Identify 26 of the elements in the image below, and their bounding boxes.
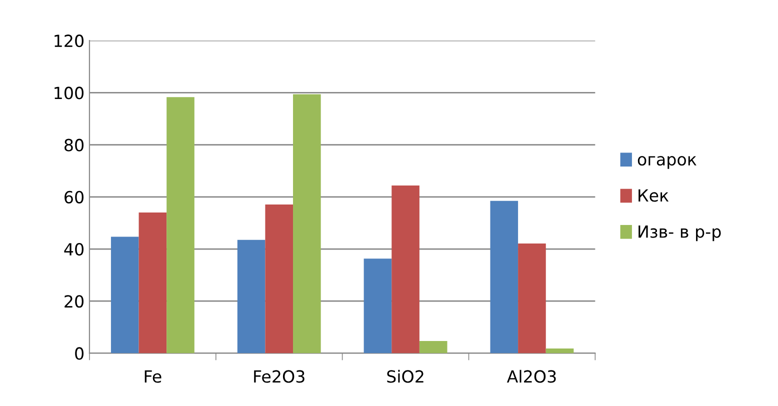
y-tick-label: 80 [64, 138, 84, 152]
bar [518, 244, 546, 354]
y-tick-label: 120 [54, 34, 84, 48]
bar [110, 236, 139, 354]
bar [392, 185, 420, 354]
x-tick-label: SiO2 [387, 370, 424, 383]
x-tick-label: Fe2O3 [254, 370, 304, 383]
bar [490, 200, 518, 354]
bar [419, 340, 448, 354]
y-tick-label: 60 [64, 190, 84, 204]
y-tick-label: 40 [64, 242, 84, 256]
bar [364, 258, 392, 354]
legend-label: огарок [638, 156, 696, 169]
x-tick-label: Fe [144, 370, 162, 383]
y-tick-label: 100 [54, 86, 84, 100]
x-tick-label: Al2O3 [506, 370, 556, 383]
y-tick-label: 0 [75, 347, 84, 360]
bar [237, 240, 266, 354]
bar [138, 212, 167, 354]
bar [166, 97, 194, 354]
bar [293, 94, 321, 354]
bar [546, 348, 574, 354]
legend-label: Кек [638, 189, 669, 202]
legend-label: Изв- в р-р [638, 225, 721, 242]
y-tick-label: 20 [64, 295, 84, 308]
bar [265, 204, 294, 354]
